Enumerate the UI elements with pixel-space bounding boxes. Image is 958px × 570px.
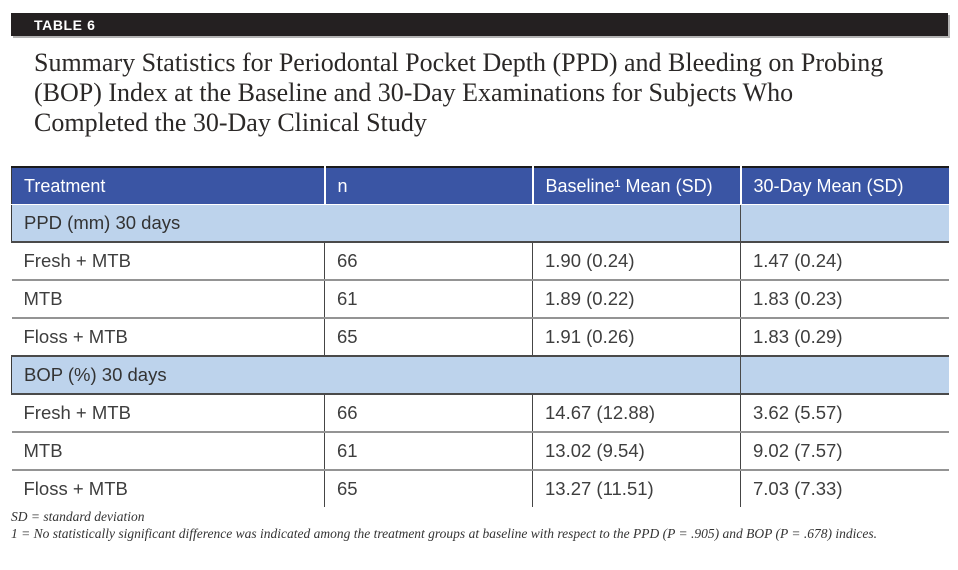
- section-label-ppd: PPD (mm) 30 days: [11, 204, 741, 243]
- column-header-n: n: [323, 167, 533, 205]
- column-header-baseline-mean: Baseline¹ Mean (SD): [531, 167, 741, 205]
- table-row: Fresh + MTB 66 14.67 (12.88) 3.62 (5.57): [11, 394, 949, 433]
- table-row: Fresh + MTB 66 1.90 (0.24) 1.47 (0.24): [11, 242, 949, 281]
- caption-line-3: Completed the 30-Day Clinical Study: [34, 108, 427, 137]
- cell-baseline: 13.27 (11.51): [532, 470, 741, 507]
- cell-n: 65: [324, 318, 533, 356]
- caption-line-2: (BOP) Index at the Baseline and 30-Day E…: [34, 78, 794, 107]
- table-row: Floss + MTB 65 1.91 (0.26) 1.83 (0.29): [12, 318, 949, 356]
- cell-n: 61: [324, 432, 533, 471]
- cell-n: 66: [324, 242, 533, 281]
- cell-baseline: 1.90 (0.24): [532, 242, 741, 281]
- cell-treatment: Floss + MTB: [23, 326, 128, 347]
- cell-30day: 3.62 (5.57): [740, 394, 949, 433]
- cell-30day: 9.02 (7.57): [740, 432, 949, 471]
- table-row: Floss + MTB 65 13.27 (11.51) 7.03 (7.33): [12, 470, 949, 507]
- table-header-row: Treatment n Baseline¹ Mean (SD) 30-Day M…: [11, 167, 949, 205]
- column-header-treatment: Treatment: [11, 167, 325, 205]
- cell-baseline: 13.02 (9.54): [532, 432, 741, 471]
- cell-treatment: Fresh + MTB: [11, 394, 325, 433]
- section-row-ppd: PPD (mm) 30 days: [11, 204, 949, 243]
- column-header-30day-mean: 30-Day Mean (SD): [739, 167, 949, 205]
- caption-line-1: Summary Statistics for Periodontal Pocke…: [34, 48, 884, 77]
- cell-n: 66: [324, 394, 533, 433]
- cell-30day: 1.47 (0.24): [740, 242, 949, 281]
- cell-30day: 7.03 (7.33): [740, 470, 949, 507]
- section-row-bop: BOP (%) 30 days: [11, 355, 949, 395]
- section-empty-cell: [740, 204, 949, 243]
- cell-treatment: MTB: [11, 432, 325, 471]
- cell-treatment: MTB: [11, 280, 325, 319]
- table-row: MTB 61 1.89 (0.22) 1.83 (0.23): [11, 280, 949, 319]
- cell-baseline: 14.67 (12.88): [532, 394, 741, 433]
- footnote-sd: SD = standard deviation: [11, 509, 145, 524]
- table-row: MTB 61 13.02 (9.54) 9.02 (7.57): [11, 432, 949, 471]
- table-caption: Summary Statistics for Periodontal Pocke…: [34, 48, 944, 138]
- cell-baseline: 1.91 (0.26): [532, 318, 741, 356]
- cell-30day: 1.83 (0.29): [740, 318, 949, 356]
- cell-baseline: 1.89 (0.22): [532, 280, 741, 319]
- section-label-bop: BOP (%) 30 days: [11, 355, 741, 395]
- summary-statistics-table: Treatment n Baseline¹ Mean (SD) 30-Day M…: [11, 166, 949, 507]
- footnotes: SD = standard deviation 1 = No statistic…: [11, 509, 951, 542]
- cell-n: 65: [324, 470, 533, 507]
- table-tag-label: TABLE 6: [34, 16, 96, 33]
- footnote-significance: 1 = No statistically significant differe…: [11, 525, 877, 541]
- table-tag-bar: TABLE 6: [11, 13, 948, 36]
- section-empty-cell: [740, 355, 949, 395]
- cell-treatment: Floss + MTB: [23, 478, 128, 499]
- cell-30day: 1.83 (0.23): [740, 280, 949, 319]
- cell-treatment: Fresh + MTB: [11, 242, 325, 281]
- cell-n: 61: [324, 280, 533, 319]
